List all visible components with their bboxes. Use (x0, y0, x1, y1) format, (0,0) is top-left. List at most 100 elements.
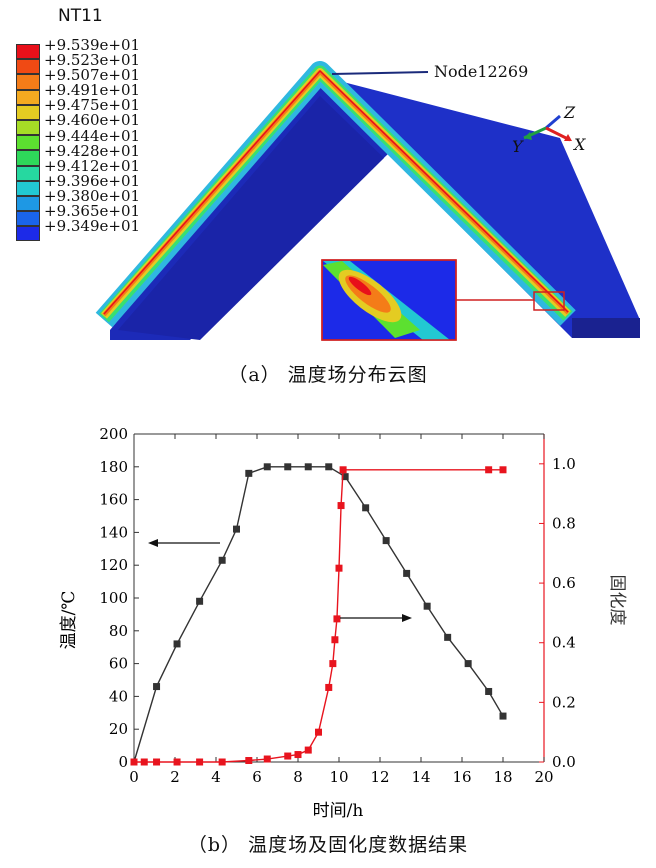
x-tick-label: 14 (411, 768, 430, 786)
legend-value: +9.539e+01 (44, 36, 141, 54)
y-tick-label: 160 (99, 491, 128, 509)
y-tick-label: 0 (118, 753, 128, 771)
temperature-point (263, 463, 271, 471)
y-tick-label: 20 (109, 720, 128, 738)
y2-tick-label: 0.4 (552, 634, 576, 652)
legend-value: +9.380e+01 (44, 186, 141, 205)
cure-point (130, 758, 138, 766)
temperature-point (403, 569, 411, 577)
legend-value: +9.444e+01 (44, 126, 141, 145)
cure-point (331, 636, 339, 644)
contour-legend-colorbar (16, 44, 40, 242)
cure-point (329, 660, 337, 668)
cure-point (335, 564, 343, 572)
temperature-point (325, 463, 333, 471)
axis-triad-icon: Z Y X (512, 103, 586, 156)
band-red (103, 70, 569, 315)
x-tick-label: 4 (211, 768, 221, 786)
y2-tick-label: 0.6 (552, 574, 576, 592)
temperature-point (499, 712, 507, 720)
temperature-point (423, 602, 431, 610)
annotation-right-arrowhead (402, 614, 412, 622)
x-tick-label: 2 (170, 768, 180, 786)
cure-point (245, 757, 253, 765)
temperature-point (196, 597, 204, 605)
legend-swatch (16, 89, 40, 105)
legend-swatch (16, 59, 40, 75)
inset-band-red (348, 276, 372, 296)
cure-point (140, 758, 148, 766)
cure-point (339, 466, 347, 474)
y-tick-label: 100 (99, 589, 128, 607)
temperature-cure-chart: 0 2 4 6 8 10 12 14 16 18 2002040608010012014016018… (59, 425, 627, 821)
left-slab-shade (118, 96, 384, 340)
contour-legend-labels: +9.539e+01 +9.523e+01 +9.507e+01 +9.491e+01… (44, 36, 141, 236)
cure-point (325, 683, 333, 691)
legend-swatch (16, 44, 40, 60)
cure-point (196, 758, 204, 766)
panel-b-chart: 0 2 4 6 8 10 12 14 16 18 20 0 20 40 60 80 100 120 140 160 18… (0, 400, 656, 868)
cure-point (294, 751, 302, 759)
temperature-point (382, 537, 390, 545)
cure-point (499, 466, 507, 474)
y-tick-label: 80 (109, 622, 128, 640)
temperature-point (245, 469, 253, 477)
x-tick-label: 10 (329, 768, 348, 786)
cure-point (333, 615, 341, 623)
legend-value: +9.475e+01 (44, 96, 141, 115)
right-slab-edge (572, 318, 640, 338)
temperature-point (304, 463, 312, 471)
legend-value: +9.349e+01 (44, 217, 141, 236)
y-tick-label: 180 (99, 458, 128, 476)
cure-point (284, 752, 292, 760)
cure-point (337, 502, 345, 510)
temperature-point (341, 473, 349, 481)
legend-value: +9.396e+01 (44, 171, 141, 190)
legend-swatch (16, 150, 40, 166)
y2-axis-label: 固化度 (607, 575, 627, 626)
node-label: Node12269 (434, 62, 529, 81)
zoom-source-box (533, 291, 565, 311)
x-tick-label: 8 (293, 768, 303, 786)
axis-y-label: Y (512, 137, 524, 156)
legend-swatch (16, 74, 40, 90)
legend-title: NT11 (58, 6, 103, 26)
legend-value: +9.460e+01 (44, 111, 141, 130)
cure-point (173, 758, 181, 766)
legend-value: +9.491e+01 (44, 81, 141, 100)
y2-tick-label: 0.2 (552, 693, 576, 711)
y-tick-label: 200 (99, 425, 128, 443)
legend-swatch (16, 104, 40, 120)
caption-a: （a） 温度场分布云图 (228, 364, 428, 386)
temperature-series-line (133, 466, 504, 763)
y-tick-label: 40 (109, 687, 128, 705)
legend-swatch (16, 226, 40, 242)
legend-swatch (16, 135, 40, 151)
cure-point (263, 755, 271, 763)
y2-tick-label: 1.0 (552, 455, 576, 473)
panel-a-contour: NT11 +9.539e+01 +9.523e+01 +9.507e+01 +9.49… (0, 0, 656, 400)
x-tick-label: 16 (452, 768, 471, 786)
temperature-point (173, 640, 181, 648)
temperature-point (284, 463, 292, 471)
x-tick-label: 20 (534, 768, 553, 786)
temperature-point (218, 556, 226, 564)
temperature-point (464, 660, 472, 668)
legend-swatch (16, 119, 40, 136)
legend-value: +9.412e+01 (44, 156, 141, 175)
legend-swatch (16, 165, 40, 181)
x-tick-label: 6 (252, 768, 262, 786)
temperature-point (444, 633, 452, 641)
legend-value: +9.523e+01 (44, 51, 141, 70)
axis-z-label: Z (563, 103, 576, 122)
temperature-point (485, 687, 493, 695)
x-tick-label: 0 (129, 768, 139, 786)
y2-tick-label: 0.0 (552, 753, 576, 771)
contour-model-view (95, 61, 640, 341)
legend-swatch (16, 195, 40, 212)
legend-value: +9.365e+01 (44, 202, 141, 221)
legend-value: +9.507e+01 (44, 66, 141, 85)
cure-series-line (134, 469, 503, 763)
y-tick-label: 120 (99, 556, 128, 574)
cure-point (485, 466, 493, 474)
